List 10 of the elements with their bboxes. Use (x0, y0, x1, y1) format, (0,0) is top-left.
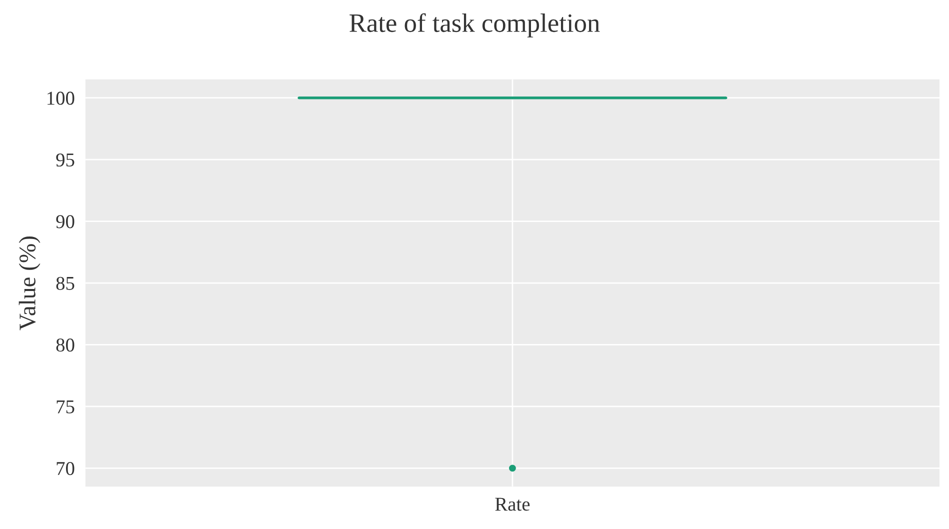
chart-title: Rate of task completion (350, 13, 600, 38)
y-tick-label: 100 (48, 92, 74, 105)
x-tick-label: Rate (495, 498, 530, 511)
y-tick-label: 85 (56, 276, 74, 290)
y-tick-label: 95 (56, 153, 74, 167)
y-axis-title: Value (%) (18, 236, 40, 330)
y-tick-label: 70 (56, 462, 74, 476)
y-tick-label: 80 (56, 338, 74, 352)
y-tick-label: 90 (56, 215, 74, 228)
y-tick-label: 75 (56, 400, 74, 414)
